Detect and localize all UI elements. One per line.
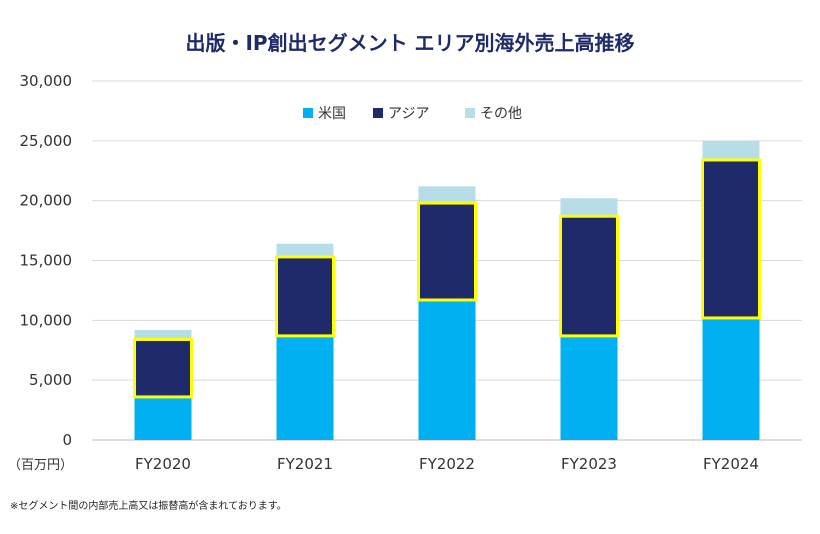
- footnote: ※セグメント間の内部売上高又は振替高が含まれております。: [10, 499, 287, 512]
- x-tick-label: FY2024: [703, 455, 759, 473]
- bar-fy2020-series-2: [134, 329, 192, 340]
- highlight-outline-fy2023: [559, 214, 619, 338]
- x-tick-label: FY2022: [419, 455, 475, 473]
- bar-fy2020-series-1: [134, 339, 192, 397]
- highlight-outline-fy2021: [275, 255, 335, 338]
- highlight-outline-fy2024: [701, 158, 761, 320]
- y-tick-label: 25,000: [20, 132, 73, 150]
- y-tick-label: 30,000: [20, 72, 73, 90]
- y-tick-label: 20,000: [20, 192, 73, 210]
- legend-swatch: [465, 108, 475, 118]
- highlight-outline-fy2022: [417, 201, 477, 302]
- x-tick-label: FY2021: [277, 455, 333, 473]
- bar-fy2023-series-0: [560, 335, 618, 440]
- legend-label: 米国: [318, 106, 346, 122]
- bar-fy2024-series-0: [702, 317, 760, 440]
- x-tick-label: FY2020: [135, 455, 191, 473]
- bar-fy2023-series-1: [560, 216, 618, 336]
- unit-label: （百万円）: [8, 458, 73, 473]
- bar-fy2022-series-2: [418, 186, 476, 204]
- legend: 米国 アジア その他: [303, 106, 522, 122]
- bar-fy2022-series-0: [418, 299, 476, 440]
- x-tick-label: FY2023: [561, 455, 617, 473]
- legend-label: アジア: [388, 106, 429, 122]
- legend-label: その他: [480, 106, 522, 122]
- bar-fy2021-series-1: [276, 256, 334, 336]
- y-tick-label: 5,000: [29, 371, 72, 389]
- bar-fy2022-series-1: [418, 203, 476, 300]
- y-tick-label: 0: [62, 431, 72, 449]
- chart-title: 出版・IP創出セグメント エリア別海外売上高推移: [185, 31, 634, 55]
- y-tick-label: 10,000: [20, 311, 73, 329]
- y-tick-label: 15,000: [20, 252, 73, 270]
- bar-fy2024-series-1: [702, 159, 760, 318]
- x-axis: FY2020 FY2021 FY2022 FY2023 FY2024: [135, 455, 759, 473]
- legend-swatch: [373, 108, 383, 118]
- bar-fy2020-series-0: [134, 396, 192, 440]
- bar-fy2023-series-2: [560, 198, 618, 217]
- y-axis: 0 5,000 10,000 15,000 20,000 25,000 30,000: [20, 72, 73, 449]
- highlight-outline-fy2020: [133, 337, 193, 399]
- bar-fy2021-series-0: [276, 335, 334, 440]
- legend-swatch: [303, 108, 313, 118]
- bar-fy2021-series-2: [276, 243, 334, 257]
- bar-fy2024-series-2: [702, 140, 760, 160]
- bars: [133, 140, 761, 440]
